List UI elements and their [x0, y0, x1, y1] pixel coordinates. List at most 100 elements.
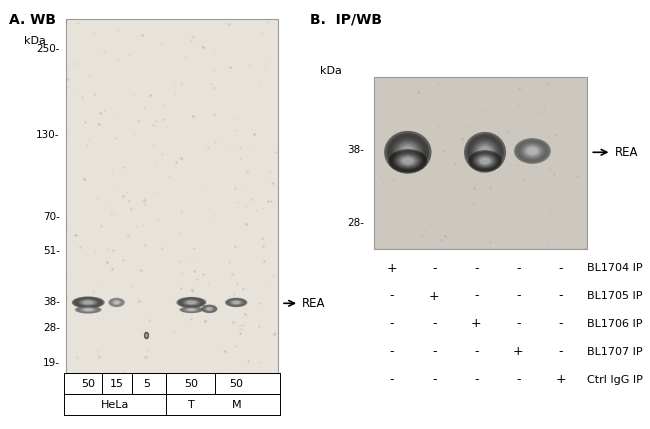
Ellipse shape [146, 334, 148, 337]
Text: +: + [387, 262, 397, 275]
Text: -: - [432, 345, 436, 358]
Text: -: - [558, 290, 563, 302]
Text: -: - [474, 345, 478, 358]
Ellipse shape [73, 297, 103, 308]
Ellipse shape [82, 300, 95, 305]
Text: -: - [558, 262, 563, 275]
Text: B.  IP/WB: B. IP/WB [309, 13, 382, 27]
Text: -: - [516, 290, 521, 302]
Bar [66, 19, 278, 373]
Text: REA: REA [615, 146, 638, 159]
Text: -: - [474, 373, 478, 386]
Ellipse shape [77, 307, 99, 313]
Ellipse shape [225, 298, 248, 307]
Text: -: - [390, 290, 395, 302]
Text: 38-: 38- [347, 145, 364, 155]
Ellipse shape [387, 133, 429, 172]
Ellipse shape [476, 155, 493, 166]
Ellipse shape [519, 142, 545, 160]
Ellipse shape [400, 146, 415, 159]
Ellipse shape [144, 332, 149, 339]
Ellipse shape [231, 300, 242, 305]
Text: 19-: 19- [43, 357, 60, 368]
Text: 5: 5 [143, 378, 150, 389]
Text: -: - [516, 262, 521, 275]
Ellipse shape [75, 306, 101, 314]
Ellipse shape [77, 298, 99, 307]
Ellipse shape [226, 298, 246, 307]
Ellipse shape [473, 154, 497, 168]
Ellipse shape [181, 299, 202, 306]
Ellipse shape [478, 146, 491, 158]
Ellipse shape [469, 150, 502, 172]
Ellipse shape [203, 306, 215, 312]
Text: T: T [188, 399, 195, 410]
Ellipse shape [402, 157, 413, 164]
Text: BL1705 IP: BL1705 IP [587, 291, 642, 301]
Text: -: - [558, 317, 563, 330]
Text: A. WB: A. WB [9, 13, 56, 27]
Ellipse shape [478, 157, 491, 165]
Ellipse shape [76, 306, 100, 313]
Ellipse shape [468, 136, 502, 169]
Ellipse shape [178, 297, 205, 308]
Ellipse shape [145, 334, 148, 337]
Text: -: - [432, 262, 436, 275]
Text: REA: REA [302, 297, 326, 310]
Ellipse shape [145, 333, 148, 338]
Ellipse shape [523, 145, 541, 157]
Ellipse shape [182, 307, 201, 312]
Ellipse shape [188, 309, 195, 311]
Ellipse shape [146, 334, 148, 337]
Ellipse shape [109, 298, 125, 307]
Text: -: - [474, 290, 478, 302]
Ellipse shape [207, 308, 212, 310]
Ellipse shape [84, 308, 92, 311]
Ellipse shape [72, 296, 105, 308]
Ellipse shape [203, 305, 216, 312]
Text: -: - [558, 345, 563, 358]
Text: -: - [390, 317, 395, 330]
Ellipse shape [111, 299, 122, 306]
Text: 50: 50 [185, 378, 198, 389]
Text: M: M [231, 399, 241, 410]
Text: BL1704 IP: BL1704 IP [587, 263, 642, 273]
Ellipse shape [472, 152, 499, 169]
Ellipse shape [185, 300, 198, 305]
Ellipse shape [393, 151, 423, 170]
Text: 50: 50 [229, 378, 243, 389]
Ellipse shape [81, 308, 95, 311]
Ellipse shape [395, 153, 421, 169]
Text: 250-: 250- [36, 44, 60, 54]
Ellipse shape [204, 306, 214, 311]
Text: 28-: 28- [43, 323, 60, 333]
Text: +: + [429, 290, 439, 302]
Ellipse shape [144, 332, 149, 338]
Text: kDa: kDa [320, 66, 342, 76]
Ellipse shape [389, 135, 427, 169]
Ellipse shape [183, 299, 200, 306]
Ellipse shape [476, 144, 493, 160]
Text: -: - [474, 262, 478, 275]
Text: -: - [432, 373, 436, 386]
Ellipse shape [464, 132, 506, 173]
Ellipse shape [145, 333, 148, 338]
Text: -: - [390, 345, 395, 358]
Bar [374, 77, 587, 249]
Ellipse shape [114, 301, 119, 304]
Ellipse shape [112, 299, 122, 305]
Ellipse shape [474, 142, 495, 163]
Ellipse shape [80, 299, 96, 305]
Ellipse shape [475, 154, 495, 167]
Ellipse shape [185, 308, 198, 311]
Ellipse shape [75, 298, 101, 307]
Ellipse shape [113, 301, 120, 304]
Ellipse shape [206, 307, 213, 311]
Text: +: + [555, 373, 566, 386]
Text: 15: 15 [110, 378, 124, 389]
Ellipse shape [144, 332, 150, 339]
Text: 50: 50 [81, 378, 95, 389]
Ellipse shape [516, 139, 549, 163]
Ellipse shape [110, 299, 124, 306]
Ellipse shape [227, 299, 245, 306]
